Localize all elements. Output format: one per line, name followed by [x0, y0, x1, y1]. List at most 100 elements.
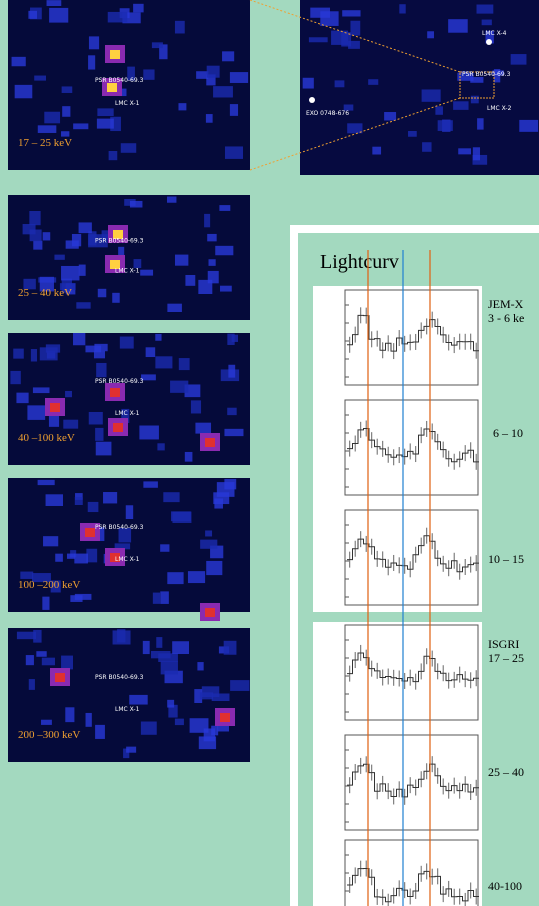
noise: [40, 347, 58, 360]
noise: [61, 656, 73, 670]
noise: [55, 554, 63, 562]
noise: [33, 241, 42, 250]
noise: [47, 0, 62, 6]
noise: [453, 101, 468, 110]
page: {"sky_maps": [ {"energy_label": "17 – 25…: [0, 0, 539, 906]
noise: [190, 718, 209, 733]
noise: [28, 11, 37, 19]
source-dot: [486, 39, 492, 45]
noise: [196, 71, 208, 79]
isgri-box: [313, 622, 482, 906]
noise: [62, 106, 70, 117]
noise: [175, 255, 188, 266]
noise: [167, 572, 183, 584]
noise: [309, 37, 328, 42]
noise: [225, 146, 243, 158]
noise: [117, 629, 125, 642]
energy-label: 40 –100 keV: [18, 432, 75, 444]
noise: [448, 19, 468, 33]
noise: [197, 662, 203, 670]
noise: [17, 632, 36, 639]
noise: [43, 536, 58, 546]
source-label: PSR B0540-69.3: [95, 77, 144, 84]
noise: [342, 10, 360, 16]
noise: [427, 31, 434, 38]
noise: [155, 334, 161, 341]
noise: [79, 265, 86, 276]
source-label: LMC X-1: [115, 556, 140, 563]
noise: [130, 201, 142, 208]
noise: [211, 726, 218, 736]
source-dot: [309, 97, 315, 103]
noise: [27, 405, 45, 420]
noise: [97, 108, 113, 116]
source-label: LMC X-1: [115, 100, 140, 107]
noise: [95, 428, 103, 441]
noise: [422, 89, 441, 101]
noise: [129, 695, 147, 705]
noise: [88, 502, 99, 512]
noise: [29, 211, 40, 225]
noise: [228, 365, 235, 378]
noise: [477, 5, 494, 14]
noise: [155, 356, 172, 368]
noise: [61, 131, 69, 136]
noise: [200, 540, 217, 549]
noise: [161, 661, 178, 674]
hot-core: [85, 528, 95, 537]
noise: [206, 561, 222, 575]
noise: [350, 21, 360, 36]
noise: [458, 148, 471, 154]
noise: [435, 106, 443, 114]
noise: [200, 692, 213, 699]
source-label: LMC X-1: [115, 706, 140, 713]
noise: [36, 651, 46, 657]
noise: [86, 713, 92, 727]
noise: [207, 234, 216, 241]
noise: [227, 334, 234, 345]
source-label: LMC X-2: [487, 105, 512, 112]
noise: [213, 86, 233, 97]
noise: [473, 147, 480, 160]
noise: [38, 480, 55, 485]
source-label: LMC X-1: [115, 268, 140, 275]
hot-core: [113, 423, 123, 432]
noise: [230, 680, 249, 691]
noise: [63, 420, 78, 429]
noise: [75, 497, 83, 505]
noise: [206, 114, 213, 123]
hot-core: [205, 438, 215, 447]
noise: [42, 597, 49, 610]
band-label: 6 – 10: [493, 426, 523, 440]
noise: [188, 571, 205, 583]
source-label: LMC X-4: [482, 30, 507, 37]
noise: [88, 55, 95, 69]
noise: [126, 747, 136, 753]
noise: [199, 736, 216, 749]
noise: [205, 530, 212, 536]
noise: [31, 349, 37, 361]
noise: [49, 8, 68, 23]
hot-core: [110, 50, 120, 59]
noise: [143, 69, 154, 79]
poster: PSR B0540-69.3LMC X-117 – 25 keVPSR B054…: [0, 0, 539, 906]
noise: [368, 79, 378, 85]
noise: [170, 381, 188, 393]
noise: [44, 112, 60, 124]
noise: [79, 222, 92, 233]
noise: [120, 337, 134, 349]
noise: [163, 492, 179, 502]
noise: [195, 423, 211, 434]
noise: [422, 142, 431, 152]
noise: [42, 658, 55, 666]
hot-core: [107, 83, 117, 92]
instrument-label: ISGRI: [488, 637, 519, 651]
hot-core: [220, 713, 230, 722]
source-label: LMC X-1: [115, 410, 140, 417]
noise: [438, 120, 453, 131]
noise: [62, 86, 73, 93]
energy-label: 200 –300 keV: [18, 729, 80, 741]
noise: [98, 289, 106, 297]
noise: [112, 293, 119, 303]
noise: [408, 131, 417, 137]
